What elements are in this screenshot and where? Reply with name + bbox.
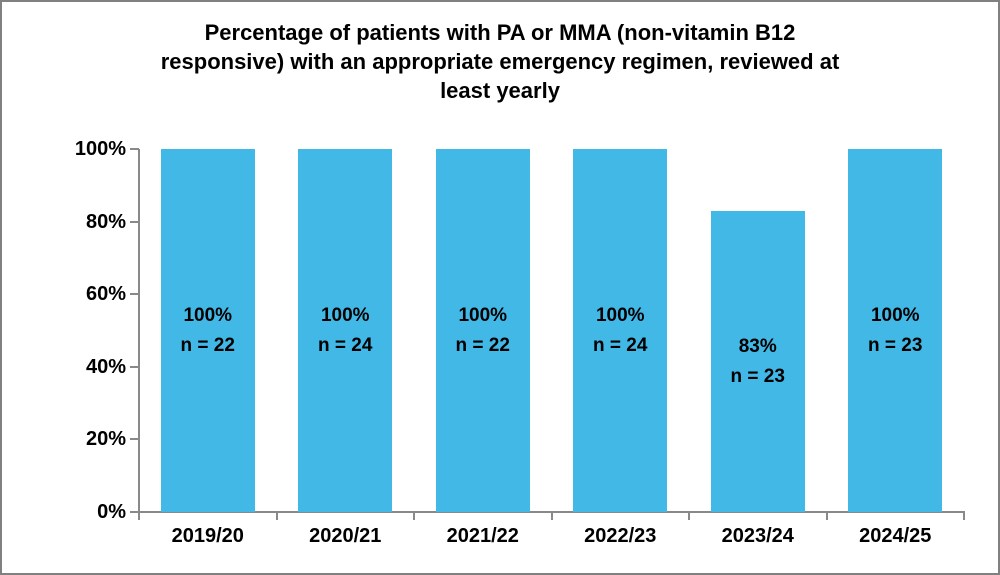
y-axis-tick-label: 100% [74,138,126,160]
x-axis-category-label: 2021/22 [446,525,519,547]
y-axis-tick [130,293,139,296]
bar-2020-21: 100% n = 24 [298,149,393,512]
bar-percent-label: 83% [738,335,777,357]
chart-title-line-3: least yearly [440,78,560,103]
x-axis-tick [413,512,415,520]
bar-2024-25: 100% n = 23 [848,149,943,512]
bar-percent-label: 100% [595,305,645,326]
x-axis-tick [550,512,553,520]
bar-percent-label: 100% [320,305,370,326]
bar-n-label: n = 23 [868,335,923,356]
y-axis-tick [130,220,139,223]
bar-percent-label: 100% [458,305,508,326]
y-axis-tick-label: 0% [97,501,126,523]
x-axis-category-label: 2024/25 [859,525,932,547]
bar-2022-23: 100% n = 24 [573,149,668,512]
x-axis-tick [275,512,278,520]
chart-title-line-1: Percentage of patients with PA or MMA (n… [204,20,796,45]
x-axis-tick [688,512,690,520]
y-axis-tick [130,511,139,513]
chart-title: Percentage of patients with PA or MMA (n… [2,18,998,105]
y-axis-tick [130,148,139,150]
bar-n-label: n = 24 [318,335,373,356]
x-axis-tick [963,512,965,520]
bar-n-label: n = 22 [180,335,235,356]
x-axis-tick [138,512,140,520]
bar-percent-label: 100% [870,305,920,326]
bar-n-label: n = 22 [455,335,510,356]
bar-n-label: n = 24 [593,335,648,356]
y-axis-tick-label: 60% [85,283,126,306]
bar-2023-24: 83% n = 23 [710,210,805,512]
y-axis-tick-label: 80% [85,210,126,233]
bar-2019-20: 100% n = 22 [160,149,255,512]
y-axis-line [138,149,140,512]
x-axis-category-label: 2022/23 [584,525,657,547]
bar-n-label: n = 23 [730,365,785,387]
y-axis-tick [130,365,139,368]
chart-title-line-2: responsive) with an appropriate emergenc… [160,49,840,74]
y-axis-tick-label: 40% [85,355,126,378]
y-axis-tick-label: 20% [85,428,126,451]
x-axis-category-label: 2019/20 [171,525,244,547]
y-axis-tick [130,438,139,441]
bar-percent-label: 100% [183,305,233,326]
x-axis-category-label: 2023/24 [721,525,794,547]
bar-2021-22: 100% n = 22 [435,149,530,512]
x-axis-category-label: 2020/21 [309,525,382,547]
x-axis-tick [825,512,828,520]
